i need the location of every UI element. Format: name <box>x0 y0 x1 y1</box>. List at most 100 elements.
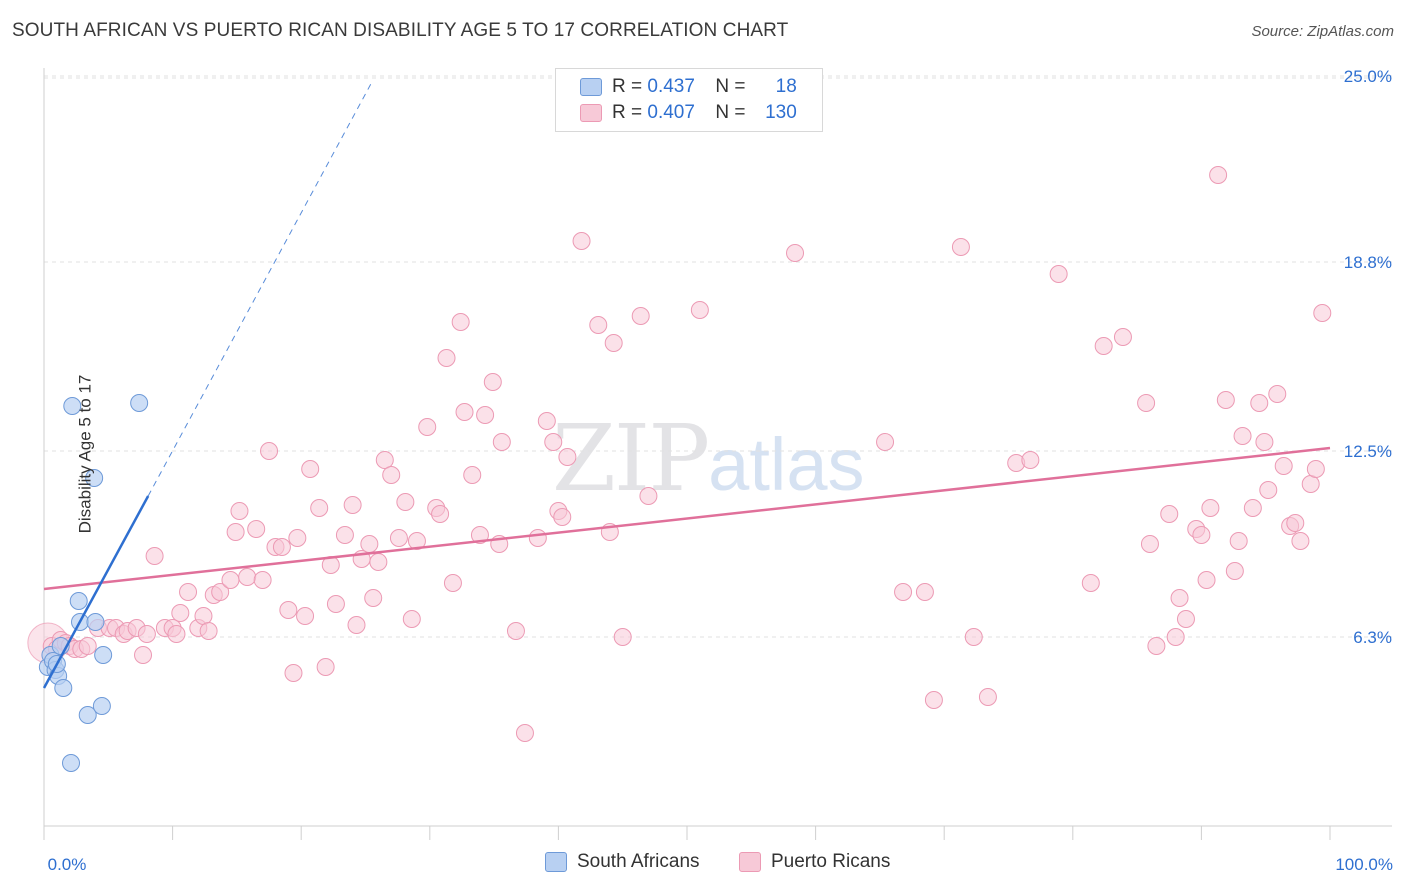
data-point-puerto-rican <box>492 433 511 451</box>
data-point-puerto-rican <box>1225 562 1244 580</box>
legend-n-label: N = <box>715 102 746 123</box>
y-tick-label: 18.8% <box>1344 253 1392 272</box>
data-point-south-african <box>94 646 113 664</box>
bottom-legend-label: Puerto Ricans <box>771 851 891 872</box>
data-point-puerto-rican <box>1259 481 1278 499</box>
data-point-puerto-rican <box>1201 499 1220 517</box>
data-point-puerto-rican <box>1197 571 1216 589</box>
data-point-south-african <box>54 679 73 697</box>
data-point-puerto-rican <box>238 568 257 586</box>
legend-n-value: 18 <box>775 76 797 97</box>
data-point-puerto-rican <box>418 418 437 436</box>
data-point-puerto-rican <box>1301 475 1320 493</box>
data-point-puerto-rican <box>894 583 913 601</box>
data-point-puerto-rican <box>179 583 198 601</box>
data-point-puerto-rican <box>253 571 272 589</box>
data-point-puerto-rican <box>786 244 805 262</box>
data-point-puerto-rican <box>506 622 525 640</box>
watermark: ZIPatlas <box>552 405 864 512</box>
data-point-puerto-rican <box>1229 532 1248 550</box>
data-point-puerto-rican <box>1176 610 1195 628</box>
data-point-puerto-rican <box>437 349 456 367</box>
data-point-puerto-rican <box>396 493 415 511</box>
data-point-puerto-rican <box>1306 460 1325 478</box>
data-point-puerto-rican <box>335 526 354 544</box>
data-point-puerto-rican <box>1021 451 1040 469</box>
data-point-puerto-rican <box>301 460 320 478</box>
legend-r-value: 0.407 <box>647 102 695 123</box>
data-point-puerto-rican <box>1137 394 1156 412</box>
data-point-puerto-rican <box>260 442 279 460</box>
data-point-puerto-rican <box>382 466 401 484</box>
data-point-puerto-rican <box>1140 535 1159 553</box>
data-point-puerto-rican <box>1286 514 1305 532</box>
data-point-puerto-rican <box>1113 328 1132 346</box>
data-point-puerto-rican <box>310 499 329 517</box>
data-point-puerto-rican <box>924 691 943 709</box>
data-point-south-african <box>92 697 111 715</box>
data-point-puerto-rican <box>1313 304 1332 322</box>
data-point-puerto-rican <box>537 412 556 430</box>
data-point-puerto-rican <box>1192 526 1211 544</box>
data-point-puerto-rican <box>226 523 245 541</box>
data-point-puerto-rican <box>1216 391 1235 409</box>
data-point-puerto-rican <box>1166 628 1185 646</box>
data-point-puerto-rican <box>1094 337 1113 355</box>
data-point-puerto-rican <box>230 502 249 520</box>
data-point-puerto-rican <box>639 487 658 505</box>
data-point-puerto-rican <box>690 301 709 319</box>
watermark-zip: ZIP <box>552 405 710 512</box>
bottom-legend-south-africans: South Africans <box>545 851 700 873</box>
data-point-puerto-rican <box>284 664 303 682</box>
data-point-south-african <box>62 754 81 772</box>
data-point-puerto-rican <box>443 574 462 592</box>
data-point-puerto-rican <box>470 526 489 544</box>
y-tick-label: 25.0% <box>1344 67 1392 86</box>
data-point-puerto-rican <box>553 508 572 526</box>
legend-n-label: N = <box>715 76 746 97</box>
x-tick-label: 100.0% <box>1335 855 1393 874</box>
data-point-puerto-rican <box>1291 532 1310 550</box>
bottom-legend-swatch-pink <box>739 852 761 872</box>
data-point-puerto-rican <box>1081 574 1100 592</box>
correlation-legend: R = 0.437 N = 18 R = 0.407 N = 130 <box>555 68 823 132</box>
data-point-south-african <box>130 394 149 412</box>
data-point-puerto-rican <box>876 433 895 451</box>
data-point-puerto-rican <box>515 724 534 742</box>
data-point-puerto-rican <box>167 625 186 643</box>
chart-title: SOUTH AFRICAN VS PUERTO RICAN DISABILITY… <box>12 20 789 41</box>
data-point-south-african <box>63 397 82 415</box>
legend-r-value: 0.437 <box>647 76 695 97</box>
legend-row-puerto-ricans: R = 0.407 N = 130 <box>580 100 797 126</box>
data-point-puerto-rican <box>978 688 997 706</box>
data-point-puerto-rican <box>1049 265 1068 283</box>
data-point-puerto-rican <box>476 406 495 424</box>
data-point-puerto-rican <box>272 538 291 556</box>
data-point-puerto-rican <box>199 622 218 640</box>
bottom-legend-swatch-blue <box>545 852 567 872</box>
legend-r-label: R = <box>612 102 643 123</box>
trendline-puerto-ricans <box>43 446 1331 591</box>
data-point-puerto-rican <box>296 607 315 625</box>
data-point-south-african <box>69 592 88 610</box>
legend-row-south-africans: R = 0.437 N = 18 <box>580 74 797 100</box>
data-point-puerto-rican <box>631 307 650 325</box>
data-point-puerto-rican <box>78 637 97 655</box>
legend-n-value: 130 <box>765 102 797 123</box>
legend-swatch-blue <box>580 78 602 96</box>
data-point-puerto-rican <box>951 238 970 256</box>
watermark-atlas: atlas <box>708 423 865 506</box>
data-point-puerto-rican <box>407 532 426 550</box>
data-point-puerto-rican <box>375 451 394 469</box>
data-point-south-african <box>86 613 105 631</box>
data-point-puerto-rican <box>431 505 450 523</box>
bottom-legend-puerto-ricans: Puerto Ricans <box>739 851 890 873</box>
data-point-puerto-rican <box>343 496 362 514</box>
data-point-puerto-rican <box>528 529 547 547</box>
data-point-puerto-rican <box>347 616 366 634</box>
legend-r-label: R = <box>612 76 643 97</box>
trendline-south-africans <box>42 495 150 689</box>
data-point-puerto-rican <box>316 658 335 676</box>
legend-swatch-pink <box>580 104 602 122</box>
data-point-puerto-rican <box>544 433 563 451</box>
